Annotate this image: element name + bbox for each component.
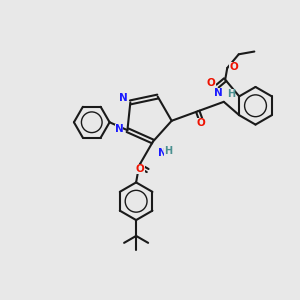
Text: H: H [227,89,235,99]
Text: O: O [207,78,216,88]
Text: O: O [136,164,145,174]
Text: N: N [158,148,167,158]
Text: N: N [118,93,127,103]
Text: H: H [164,146,172,155]
Text: N: N [214,88,223,98]
Text: O: O [197,118,206,128]
Text: N: N [115,124,124,134]
Text: O: O [229,62,238,72]
